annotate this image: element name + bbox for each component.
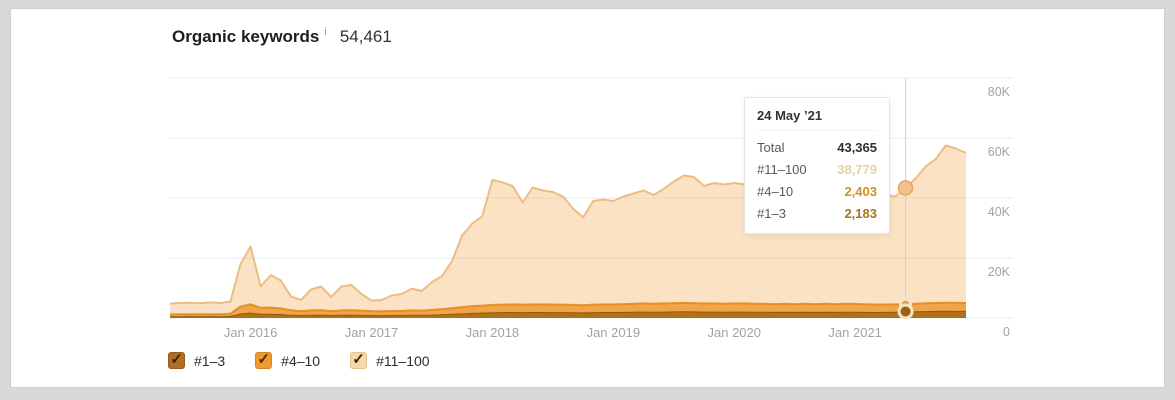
card-header: Organic keywords i 54,461 — [172, 26, 392, 47]
y-axis-tick: 60K — [987, 145, 1010, 159]
y-axis-tick: 40K — [987, 205, 1010, 219]
x-axis-tick: Jan 2019 — [586, 325, 641, 340]
line-4-10 — [169, 301, 967, 316]
y-axis-tick: 20K — [987, 265, 1010, 279]
y-axis-tick: 0 — [1003, 325, 1010, 339]
page-title: Organic keywords — [172, 27, 320, 46]
tooltip-row-4-10: #4–10 2,403 — [757, 184, 877, 199]
x-axis-tick: Jan 2016 — [223, 325, 278, 340]
chart-legend: ✓ #1–3 ✓ #4–10 ✓ #11–100 — [168, 352, 460, 369]
x-axis-tick: Jan 2020 — [707, 325, 762, 340]
area-4-10 — [170, 302, 966, 317]
legend-item-11-100[interactable]: ✓ #11–100 — [350, 352, 430, 369]
chart-tooltip: 24 May ’21 Total 43,365 #11–100 38,779 #… — [744, 97, 890, 234]
checkbox-1-3-icon: ✓ — [168, 352, 185, 369]
legend-item-1-3[interactable]: ✓ #1–3 — [168, 352, 225, 369]
marker-dot-1-3 — [897, 303, 914, 320]
line-1-3 — [170, 309, 966, 318]
marker-dot-11-100 — [897, 180, 914, 196]
checkbox-4-10-icon: ✓ — [255, 352, 273, 369]
tooltip-row-1-3: #1–3 2,183 — [757, 206, 877, 221]
info-icon[interactable]: i — [324, 26, 327, 38]
y-axis-tick: 80K — [987, 85, 1010, 99]
organic-keywords-count: 54,461 — [339, 27, 392, 46]
checkbox-11-100-icon: ✓ — [350, 352, 368, 369]
x-axis-tick: Jan 2021 — [828, 325, 882, 340]
tooltip-date: 24 May ’21 — [757, 108, 877, 131]
legend-item-4-10[interactable]: ✓ #4–10 — [255, 352, 320, 369]
x-axis-tick: Jan 2018 — [465, 325, 520, 340]
tooltip-row-total: Total 43,365 — [757, 140, 877, 155]
tooltip-row-11-100: #11–100 38,779 — [757, 162, 877, 177]
x-axis-tick: Jan 2017 — [344, 325, 399, 340]
